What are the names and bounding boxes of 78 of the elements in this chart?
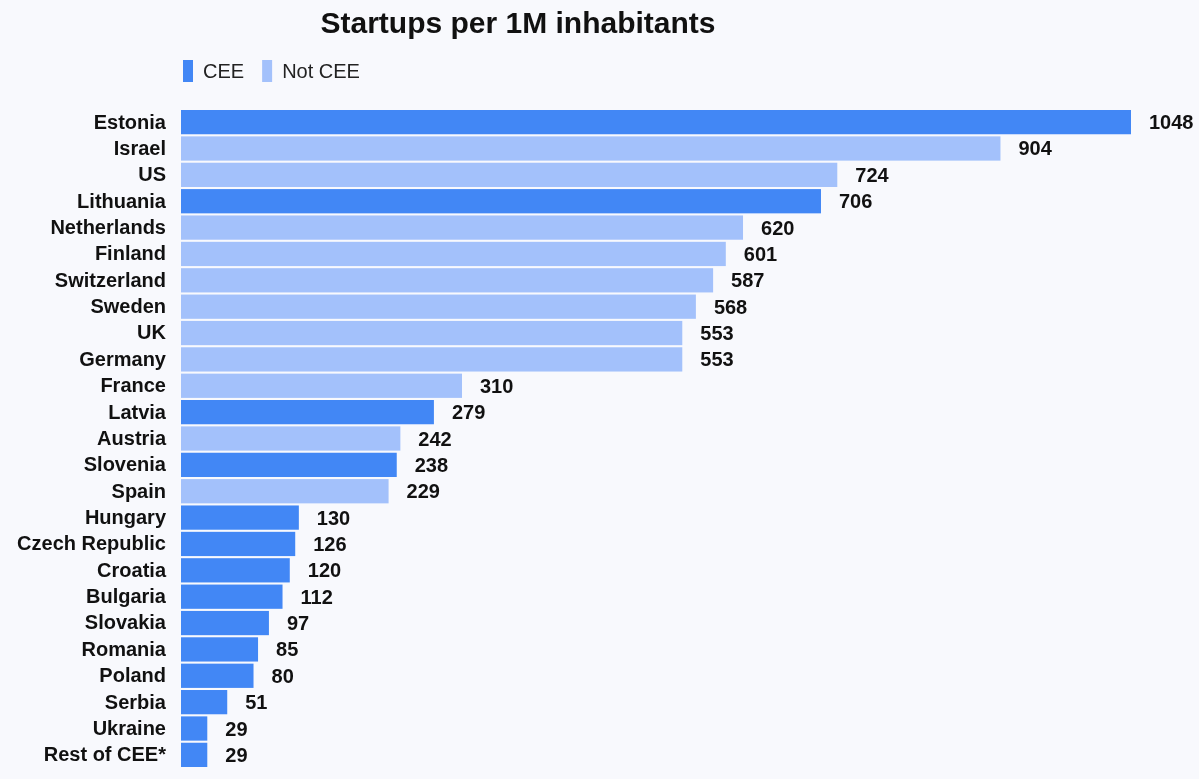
data-label: 126 bbox=[313, 532, 347, 555]
data-label: 620 bbox=[761, 216, 795, 239]
bar bbox=[181, 426, 401, 451]
bar bbox=[181, 136, 1001, 161]
bar bbox=[181, 373, 463, 398]
bar bbox=[181, 479, 389, 504]
bar bbox=[181, 742, 208, 767]
data-label: 29 bbox=[225, 743, 248, 766]
bar bbox=[181, 268, 714, 293]
y-tick-label: Slovakia bbox=[84, 611, 167, 634]
y-tick-label: Romania bbox=[81, 637, 167, 660]
data-label: 1048 bbox=[1149, 111, 1194, 134]
data-label: 242 bbox=[418, 427, 452, 450]
y-tick-label: Slovenia bbox=[83, 453, 167, 476]
y-tick-label: Israel bbox=[113, 136, 166, 159]
data-label: 553 bbox=[700, 348, 734, 371]
data-label: 80 bbox=[271, 664, 294, 687]
bar bbox=[181, 610, 269, 636]
bar bbox=[181, 452, 397, 477]
bar bbox=[181, 531, 296, 557]
y-tick-label: Estonia bbox=[93, 110, 167, 133]
bar bbox=[181, 637, 259, 662]
bar bbox=[181, 558, 290, 583]
data-label: 130 bbox=[316, 506, 351, 529]
y-tick-label: Germany bbox=[79, 347, 167, 370]
bar bbox=[181, 110, 1131, 135]
y-tick-label: Rest of CEE* bbox=[43, 743, 167, 766]
data-label: 587 bbox=[731, 269, 765, 292]
data-label: 279 bbox=[451, 401, 486, 424]
y-tick-label: Croatia bbox=[97, 558, 167, 581]
data-label: 85 bbox=[276, 638, 299, 661]
bar bbox=[181, 690, 228, 715]
y-tick-label: UK bbox=[137, 321, 167, 344]
bar bbox=[181, 241, 726, 267]
bar bbox=[181, 347, 683, 372]
data-label: 229 bbox=[406, 480, 440, 503]
y-tick-label: Ukraine bbox=[92, 716, 166, 739]
y-tick-label: Switzerland bbox=[54, 268, 166, 291]
data-label: 310 bbox=[480, 374, 514, 397]
data-label: 904 bbox=[1018, 137, 1053, 160]
legend-label: CEE bbox=[203, 60, 245, 82]
bar bbox=[181, 189, 821, 214]
y-tick-label: Finland bbox=[94, 242, 166, 265]
bar bbox=[181, 294, 696, 319]
y-tick-label: Poland bbox=[99, 664, 166, 687]
bar bbox=[181, 400, 434, 425]
bar bbox=[181, 162, 838, 187]
y-tick-label: Latvia bbox=[108, 400, 167, 423]
data-label: 568 bbox=[713, 295, 748, 318]
data-label: 238 bbox=[414, 453, 449, 476]
data-label: 120 bbox=[307, 559, 342, 582]
y-tick-label: Spain bbox=[111, 479, 166, 502]
chart-title: Startups per 1M inhabitants bbox=[320, 6, 716, 39]
data-label: 706 bbox=[838, 190, 873, 213]
bar bbox=[181, 320, 683, 346]
y-tick-label: Austria bbox=[97, 426, 167, 449]
data-label: 553 bbox=[700, 322, 734, 345]
y-tick-label: Czech Republic bbox=[17, 532, 166, 555]
legend-label: Not CEE bbox=[282, 60, 360, 82]
y-tick-label: Serbia bbox=[104, 690, 167, 713]
data-label: 724 bbox=[855, 163, 890, 186]
y-tick-label: Lithuania bbox=[77, 189, 167, 212]
y-tick-label: US bbox=[138, 163, 166, 186]
data-label: 601 bbox=[743, 242, 778, 265]
y-tick-label: Sweden bbox=[90, 295, 166, 318]
bar bbox=[181, 584, 283, 609]
data-label: 29 bbox=[225, 717, 248, 740]
bar bbox=[181, 663, 254, 688]
y-tick-label: Bulgaria bbox=[85, 585, 167, 608]
bar bbox=[181, 215, 744, 240]
bar bbox=[181, 505, 299, 530]
data-label: 97 bbox=[286, 612, 310, 635]
data-label: 51 bbox=[245, 691, 268, 714]
y-tick-label: France bbox=[100, 374, 166, 397]
y-tick-label: Hungary bbox=[84, 505, 167, 528]
data-label: 112 bbox=[300, 585, 333, 608]
y-tick-label: Netherlands bbox=[50, 215, 166, 238]
bar bbox=[181, 716, 208, 741]
